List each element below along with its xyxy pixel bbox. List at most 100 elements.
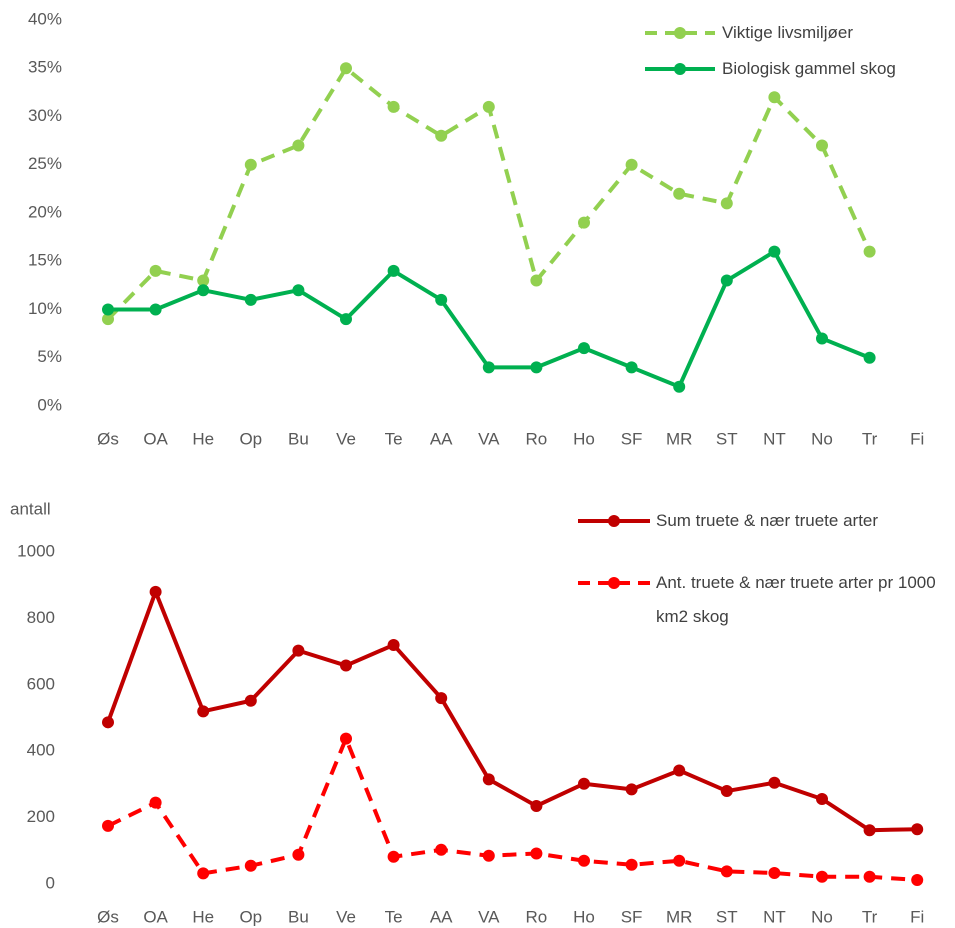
- point: [292, 848, 305, 861]
- x-tick-label: Op: [239, 429, 262, 448]
- point: [387, 264, 400, 277]
- point: [482, 773, 495, 786]
- point: [197, 274, 210, 287]
- legend-entry: Biologisk gammel skog: [722, 59, 896, 78]
- point: [625, 783, 638, 796]
- x-tick-label: NT: [763, 429, 786, 448]
- x-tick-label: MR: [666, 907, 692, 926]
- point: [530, 799, 543, 812]
- point: [435, 129, 448, 142]
- x-tick-label: Tr: [862, 429, 878, 448]
- point: [102, 303, 114, 316]
- point: [625, 361, 638, 374]
- point: [911, 874, 924, 887]
- legend-entry: Sum truete & nær truete arter: [656, 511, 878, 530]
- legend-entry: Viktige livsmiljøer: [722, 23, 853, 42]
- point: [578, 777, 590, 790]
- point: [340, 313, 352, 326]
- point: [863, 824, 876, 837]
- point: [435, 843, 448, 856]
- point: [673, 854, 686, 867]
- point: [482, 849, 495, 862]
- point: [244, 293, 257, 306]
- point: [768, 91, 781, 104]
- x-tick-label: Bu: [288, 907, 309, 926]
- point: [292, 644, 305, 657]
- point: [530, 847, 543, 860]
- y-tick-label: 1000: [17, 541, 55, 560]
- point: [673, 380, 686, 393]
- x-tick-label: He: [192, 907, 214, 926]
- point: [768, 245, 781, 258]
- point: [578, 216, 590, 229]
- point: [197, 705, 210, 718]
- x-tick-label: No: [811, 429, 833, 448]
- x-tick-label: Øs: [97, 907, 119, 926]
- point: [720, 197, 733, 210]
- x-tick-label: VA: [478, 907, 500, 926]
- point: [197, 284, 210, 297]
- point: [530, 274, 543, 287]
- x-tick-label: AA: [430, 907, 453, 926]
- point: [149, 585, 162, 598]
- legend-marker: [674, 63, 686, 75]
- point: [482, 100, 495, 113]
- series-line: [106, 589, 918, 833]
- legend-label: Biologisk gammel skog: [722, 59, 896, 78]
- x-tick-label: No: [811, 907, 833, 926]
- point: [102, 819, 114, 832]
- y-tick-label: 15%: [28, 251, 62, 270]
- y-tick-label: 40%: [28, 9, 62, 28]
- point: [768, 867, 781, 880]
- x-tick-label: VA: [478, 429, 500, 448]
- y-tick-label: 20%: [28, 202, 62, 221]
- point: [911, 823, 924, 836]
- y-tick-label: 5%: [37, 347, 62, 366]
- y-tick-label: 35%: [28, 58, 62, 77]
- x-tick-label: Op: [239, 907, 262, 926]
- point: [578, 854, 590, 867]
- x-tick-label: Fi: [910, 429, 924, 448]
- x-tick-label: MR: [666, 429, 692, 448]
- x-tick-label: Ho: [573, 429, 595, 448]
- point: [816, 793, 828, 806]
- point: [340, 62, 352, 75]
- x-tick-label: OA: [143, 907, 168, 926]
- point: [863, 351, 876, 364]
- point: [673, 764, 686, 777]
- x-tick-label: Te: [385, 429, 403, 448]
- y-tick-label: 200: [27, 807, 55, 826]
- x-tick-label: He: [192, 429, 214, 448]
- point: [387, 100, 400, 113]
- y-tick-label: 0: [46, 873, 55, 892]
- x-tick-label: Ho: [573, 907, 595, 926]
- legend-label: Viktige livsmiljøer: [722, 23, 853, 42]
- point: [673, 187, 686, 200]
- point: [244, 158, 257, 171]
- legend-marker: [674, 27, 686, 39]
- x-tick-label: Fi: [910, 907, 924, 926]
- point: [102, 313, 114, 326]
- point: [244, 859, 257, 872]
- point: [149, 264, 162, 277]
- point: [149, 303, 162, 316]
- point: [863, 245, 876, 258]
- point: [340, 659, 352, 672]
- x-tick-label: ST: [716, 907, 738, 926]
- x-tick-label: Bu: [288, 429, 309, 448]
- point: [625, 858, 638, 871]
- legend-label: Ant. truete & nær truete arter pr 1000 k…: [656, 573, 936, 626]
- point: [720, 785, 733, 798]
- x-tick-label: Øs: [97, 429, 119, 448]
- x-tick-label: Tr: [862, 907, 878, 926]
- legend-marker: [608, 515, 620, 527]
- point: [435, 293, 448, 306]
- y-tick-label: 0%: [37, 395, 62, 414]
- legend-entry: Ant. truete & nær truete arter pr 1000 k…: [656, 573, 936, 626]
- point: [482, 361, 495, 374]
- x-tick-label: ST: [716, 429, 738, 448]
- x-tick-label: Ro: [526, 429, 548, 448]
- point: [387, 850, 400, 863]
- point: [197, 867, 210, 880]
- x-tick-label: NT: [763, 907, 786, 926]
